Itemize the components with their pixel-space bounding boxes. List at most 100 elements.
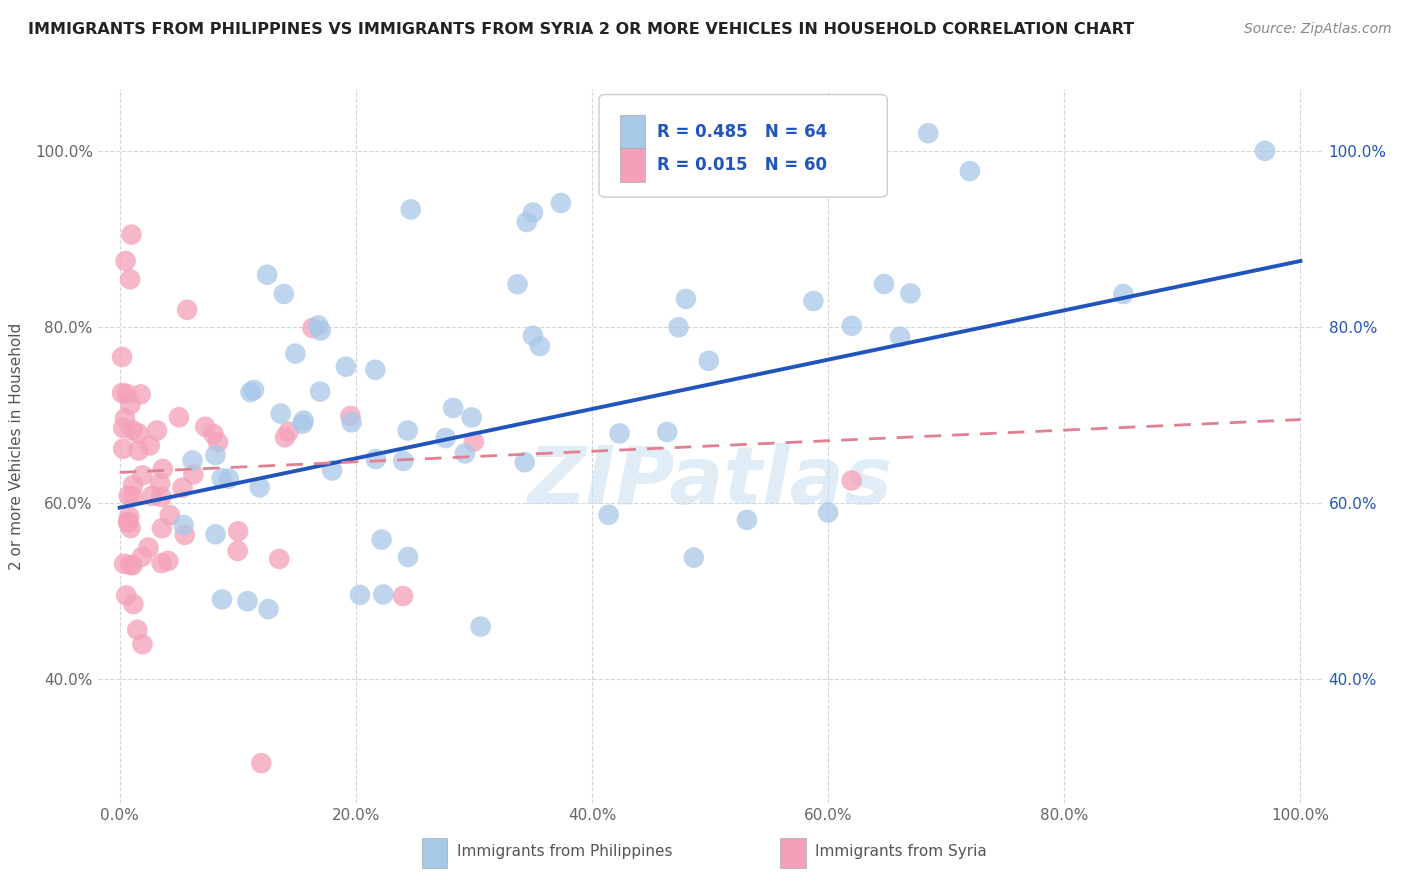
Point [803, 293, 825, 308]
Point [204, 527, 226, 541]
Text: Immigrants from Philippines: Immigrants from Philippines [457, 845, 672, 859]
Point [396, 549, 419, 564]
Text: ZIPatlas: ZIPatlas [527, 442, 893, 521]
Point [118, 489, 141, 503]
Point [256, 268, 278, 282]
Point [697, 354, 720, 368]
Text: R = 0.015   N = 60: R = 0.015 N = 60 [657, 156, 827, 174]
Point [115, 589, 138, 603]
Point [364, 452, 387, 467]
Point [112, 557, 135, 571]
Point [111, 350, 134, 364]
Point [364, 363, 387, 377]
Point [120, 398, 142, 412]
Point [249, 480, 271, 494]
Point [301, 321, 323, 335]
Point [349, 588, 371, 602]
Point [239, 385, 262, 400]
Point [111, 386, 134, 401]
Point [118, 509, 141, 524]
Point [114, 411, 136, 425]
Text: IMMIGRANTS FROM PHILIPPINES VS IMMIGRANTS FROM SYRIA 2 OR MORE VEHICLES IN HOUSE: IMMIGRANTS FROM PHILIPPINES VS IMMIGRANT… [28, 22, 1135, 37]
Point [917, 126, 939, 140]
Point [1254, 144, 1277, 158]
Point [250, 756, 273, 771]
Point [120, 272, 142, 286]
Point [841, 474, 863, 488]
Text: Source: ZipAtlas.com: Source: ZipAtlas.com [1244, 22, 1392, 37]
Point [675, 292, 697, 306]
Point [152, 462, 174, 476]
Point [149, 476, 172, 491]
Point [269, 552, 291, 566]
Point [226, 544, 249, 558]
Point [340, 415, 363, 429]
Point [321, 463, 343, 477]
Point [172, 481, 194, 495]
Point [470, 619, 492, 633]
Point [396, 424, 419, 438]
Point [522, 328, 544, 343]
Point [959, 164, 981, 178]
Point [516, 215, 538, 229]
Point [273, 287, 295, 301]
Point [121, 558, 143, 573]
Point [274, 430, 297, 444]
Point [392, 589, 415, 603]
Point [735, 513, 758, 527]
Point [609, 426, 631, 441]
Point [651, 126, 673, 140]
Point [598, 508, 620, 522]
Point [873, 277, 896, 291]
Point [150, 556, 173, 570]
Point [122, 597, 145, 611]
Point [309, 384, 332, 399]
Point [513, 455, 536, 469]
Point [292, 414, 315, 428]
Point [112, 442, 135, 456]
Point [131, 549, 153, 564]
Point [550, 196, 572, 211]
Point [291, 417, 314, 431]
Point [257, 602, 280, 616]
Point [900, 286, 922, 301]
Point [141, 489, 163, 503]
Point [150, 490, 173, 504]
Point [243, 383, 266, 397]
Point [176, 302, 198, 317]
Point [114, 254, 136, 268]
Point [117, 516, 139, 530]
Point [373, 587, 395, 601]
Point [128, 443, 150, 458]
Point [122, 478, 145, 492]
Point [284, 346, 307, 360]
Point [120, 521, 142, 535]
Point [150, 521, 173, 535]
Point [173, 528, 195, 542]
Point [236, 594, 259, 608]
Point [277, 425, 299, 439]
Point [194, 419, 217, 434]
Point [159, 508, 181, 522]
Point [434, 431, 457, 445]
Point [211, 592, 233, 607]
Text: Immigrants from Syria: Immigrants from Syria [815, 845, 987, 859]
Point [218, 472, 240, 486]
Point [173, 517, 195, 532]
Point [682, 550, 704, 565]
Point [454, 446, 477, 460]
Y-axis label: 2 or more Vehicles in Household: 2 or more Vehicles in Household [8, 322, 24, 570]
Point [339, 409, 361, 423]
Point [460, 410, 482, 425]
Point [131, 637, 153, 651]
Point [181, 453, 204, 467]
Point [121, 423, 143, 437]
Point [522, 205, 544, 219]
Point [138, 541, 160, 555]
Point [370, 533, 392, 547]
Point [841, 318, 863, 333]
Point [112, 421, 135, 435]
Point [207, 435, 229, 450]
Text: R = 0.485   N = 64: R = 0.485 N = 64 [657, 123, 827, 141]
Point [139, 438, 162, 452]
